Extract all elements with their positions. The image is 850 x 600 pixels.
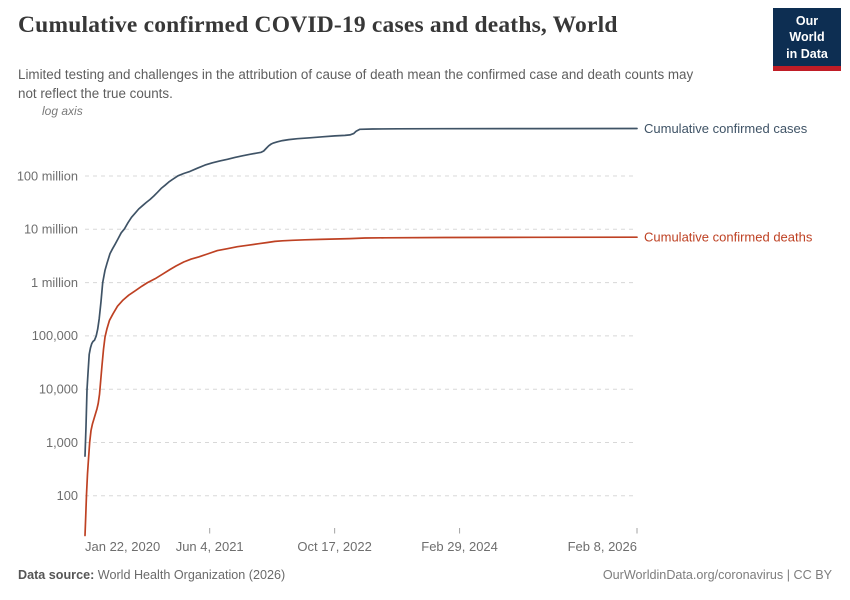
y-tick-label: 100,000 bbox=[32, 328, 78, 343]
data-source-value: World Health Organization (2026) bbox=[94, 568, 286, 582]
owid-logo[interactable]: Our World in Data bbox=[773, 8, 841, 71]
chart-title: Cumulative confirmed COVID-19 cases and … bbox=[18, 12, 618, 38]
x-tick-label: Feb 29, 2024 bbox=[421, 539, 498, 554]
y-tick-label: 100 bbox=[57, 488, 78, 503]
x-tick-label: Feb 8, 2026 bbox=[568, 539, 637, 554]
deaths-line[interactable] bbox=[84, 236, 638, 537]
attribution-separator: | bbox=[783, 568, 794, 582]
owid-logo-line1: Our World bbox=[789, 14, 825, 45]
y-tick-label: 100 million bbox=[17, 168, 78, 183]
chart-subtitle: Limited testing and challenges in the at… bbox=[18, 67, 694, 102]
cases-line[interactable] bbox=[84, 127, 638, 457]
data-source-note: Data source: World Health Organization (… bbox=[18, 568, 285, 582]
owid-link[interactable]: OurWorldinData.org/coronavirus bbox=[602, 568, 784, 582]
cases-line-label[interactable]: Cumulative confirmed cases bbox=[644, 121, 808, 136]
license-cc-by[interactable]: CC BY bbox=[793, 568, 833, 582]
deaths-line-label[interactable]: Cumulative confirmed deaths bbox=[644, 230, 813, 245]
y-tick-label: 1 million bbox=[31, 275, 78, 290]
log-axis-toggle[interactable]: log axis bbox=[42, 104, 83, 118]
y-tick-label: 10 million bbox=[24, 222, 78, 237]
x-tick-label: Oct 17, 2022 bbox=[297, 539, 371, 554]
data-source-label: Data source: bbox=[18, 568, 95, 582]
attribution: OurWorldinData.org/coronavirus | CC BY bbox=[603, 568, 832, 582]
y-tick-label: 1,000 bbox=[46, 435, 78, 450]
x-tick-label: Jun 4, 2021 bbox=[176, 539, 244, 554]
x-tick-label: Jan 22, 2020 bbox=[85, 539, 160, 554]
y-tick-label: 10,000 bbox=[39, 382, 78, 397]
owid-logo-line2: in Data bbox=[786, 46, 828, 61]
